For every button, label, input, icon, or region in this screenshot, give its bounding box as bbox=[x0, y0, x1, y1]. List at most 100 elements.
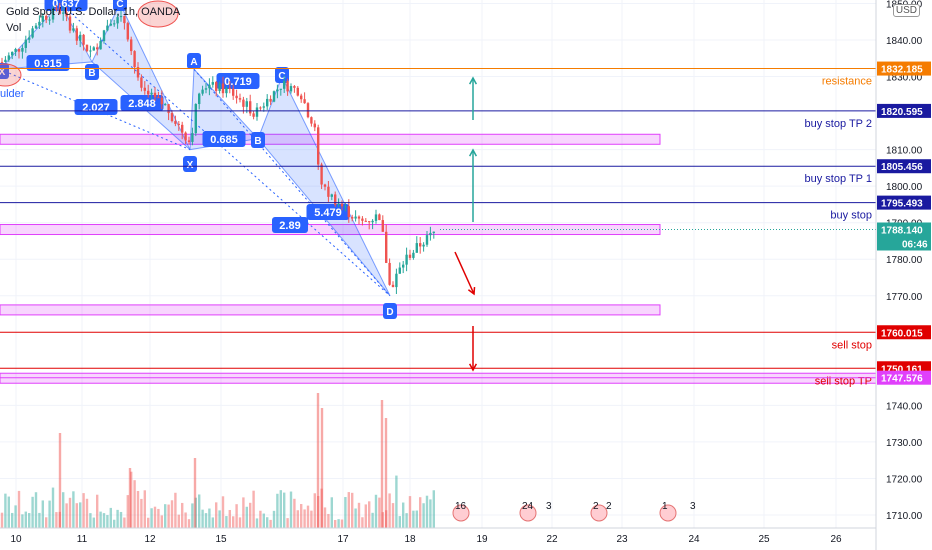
event-flag-icon bbox=[452, 504, 470, 522]
level-price-text: 1832.185 bbox=[881, 65, 923, 76]
candle-body bbox=[408, 254, 412, 258]
volume-bar bbox=[191, 503, 194, 528]
level-lines: resistance buy stop TP 2 buy stop TP 1 buy … bbox=[0, 68, 876, 387]
candle-body bbox=[82, 34, 85, 45]
volume-bar bbox=[391, 503, 395, 528]
volume-bar bbox=[41, 500, 44, 528]
volume-bar bbox=[242, 497, 245, 528]
candle-body bbox=[136, 67, 140, 78]
volume-bar bbox=[164, 504, 167, 528]
candle-body bbox=[269, 98, 272, 102]
candle-body bbox=[28, 37, 31, 40]
candle-body bbox=[157, 97, 160, 99]
candle-body bbox=[323, 184, 327, 187]
volume-bar bbox=[102, 513, 106, 528]
candle-body bbox=[337, 203, 340, 205]
volume-bar bbox=[34, 492, 38, 528]
volume-spike bbox=[193, 458, 197, 528]
volume-bar bbox=[286, 518, 289, 528]
pattern-point-label: D bbox=[386, 307, 393, 318]
event-count: 16 bbox=[455, 501, 467, 512]
volume-label: Vol bbox=[6, 22, 22, 34]
chart-title: Gold Spot / U.S. Dollar, 1h, OANDA bbox=[6, 6, 181, 18]
candle-body bbox=[385, 231, 388, 263]
currency-badge[interactable]: USD bbox=[892, 4, 920, 17]
volume-bar bbox=[368, 501, 371, 528]
volume-bar bbox=[340, 519, 344, 528]
volume-bar bbox=[204, 513, 208, 528]
event-flag-icon bbox=[659, 504, 677, 522]
volume-spike bbox=[320, 408, 324, 528]
volume-spike bbox=[128, 468, 132, 528]
volume-bar bbox=[221, 496, 225, 528]
time-axis[interactable]: 10 11 12 15 17 18 19 22 23 24 25 26 bbox=[0, 527, 876, 545]
candle-body bbox=[374, 214, 378, 221]
candle-body bbox=[14, 48, 17, 52]
down-arrow-tp-head bbox=[468, 363, 478, 372]
level-price-text: 1760.015 bbox=[881, 328, 923, 339]
y-tick-label: 1830.00 bbox=[886, 73, 923, 84]
candle-body bbox=[58, 8, 61, 14]
x-tick-label: 11 bbox=[77, 534, 88, 545]
volume-bar bbox=[153, 506, 157, 528]
volume-bar bbox=[425, 495, 429, 528]
volume-bar bbox=[218, 510, 221, 528]
volume-bar bbox=[184, 512, 187, 528]
volume-bar bbox=[167, 504, 170, 528]
volume-bar bbox=[300, 504, 303, 528]
volume-bar bbox=[170, 500, 174, 528]
candle-body bbox=[0, 61, 4, 63]
volume-bar bbox=[79, 502, 82, 528]
volume-bar bbox=[157, 508, 160, 528]
candle-body bbox=[31, 28, 34, 38]
candle-body bbox=[354, 216, 357, 219]
volume-bar bbox=[28, 513, 31, 528]
pattern-point-label: C bbox=[116, 0, 123, 10]
volume-bar bbox=[123, 517, 126, 528]
candle-body bbox=[153, 92, 157, 98]
volume-bar bbox=[126, 495, 129, 528]
candle-body bbox=[167, 104, 170, 114]
ratio-badge bbox=[216, 73, 260, 89]
candle-body bbox=[75, 28, 78, 41]
volume-bar bbox=[388, 493, 391, 528]
volume-bar bbox=[364, 504, 367, 528]
y-tick-label: 1730.00 bbox=[886, 438, 923, 449]
level-price-tag bbox=[877, 325, 931, 340]
level-name: buy stop TP 1 bbox=[805, 173, 872, 185]
volume-bar bbox=[147, 517, 150, 528]
candle-body bbox=[79, 34, 82, 41]
candle-body bbox=[55, 8, 58, 10]
current-price-tag bbox=[877, 222, 931, 251]
volume-bar bbox=[323, 507, 327, 528]
candle-body bbox=[198, 93, 201, 105]
volume-bar bbox=[374, 494, 378, 528]
candle-body bbox=[402, 264, 405, 268]
ratio-label: 0.685 bbox=[210, 134, 238, 146]
candle-body bbox=[140, 77, 143, 88]
candle-body bbox=[266, 98, 269, 107]
level-name: resistance bbox=[822, 76, 872, 88]
volume-bar bbox=[296, 510, 299, 528]
candle-body bbox=[45, 15, 48, 20]
y-tick-label: 1720.00 bbox=[886, 474, 923, 485]
event-flag-icon bbox=[519, 504, 537, 522]
level-name: sell stop TP bbox=[815, 375, 872, 387]
y-tick-label: 1840.00 bbox=[886, 36, 923, 47]
candle-body bbox=[143, 87, 146, 91]
countdown-text: 06:46 bbox=[902, 239, 928, 250]
candle-body bbox=[177, 123, 180, 125]
volume-bar bbox=[269, 519, 272, 528]
volume-bar bbox=[412, 510, 415, 528]
price-axis[interactable]: 1850.001840.001830.001810.001800.001790.… bbox=[875, 0, 931, 550]
x-tick-label: 24 bbox=[688, 534, 700, 545]
candle-body bbox=[17, 48, 21, 52]
ratio-label: 0.719 bbox=[224, 76, 252, 88]
x-tick-label: 10 bbox=[10, 534, 22, 545]
candle-body bbox=[340, 203, 344, 207]
volume-bar bbox=[405, 513, 408, 528]
ratio-badge bbox=[26, 55, 70, 71]
pattern-point-badge bbox=[275, 67, 289, 83]
volume-bar bbox=[65, 503, 68, 528]
